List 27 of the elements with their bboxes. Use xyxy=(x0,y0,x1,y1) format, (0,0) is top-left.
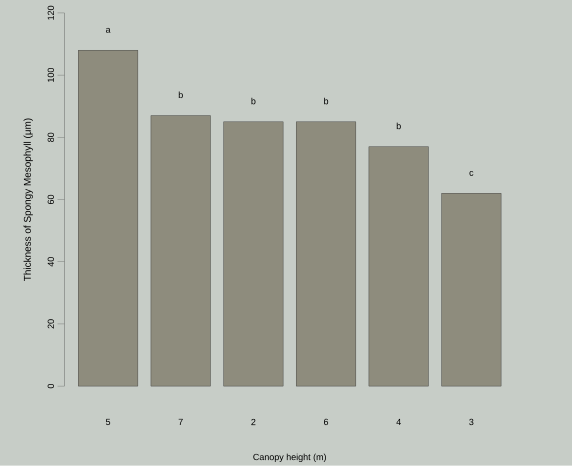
x-tick-label: 7 xyxy=(178,418,183,426)
annotation: c xyxy=(469,171,474,176)
y-tick-label: 100 xyxy=(48,68,54,82)
bar xyxy=(150,115,211,386)
x-tick-label: 6 xyxy=(324,418,328,426)
x-axis-title: Canopy height (m) xyxy=(253,454,326,462)
bar xyxy=(223,122,284,386)
x-tick-label: 4 xyxy=(396,418,401,426)
y-tick-label: 40 xyxy=(48,257,54,267)
x-tick-label: 5 xyxy=(106,418,110,426)
annotation: b xyxy=(251,98,256,104)
x-tick-label: 2 xyxy=(251,418,256,426)
y-tick-label: 80 xyxy=(48,132,54,142)
y-tick-label: 60 xyxy=(48,195,54,204)
annotation: b xyxy=(178,92,183,98)
y-axis-title: Thickness of Spongy Mesophyll (μm) xyxy=(24,118,33,282)
annotation: a xyxy=(106,28,111,33)
bar xyxy=(78,50,138,386)
x-tick-label: 3 xyxy=(469,418,474,426)
annotation: b xyxy=(396,122,401,130)
y-tick-label: 120 xyxy=(48,6,54,20)
y-tick-label: 0 xyxy=(48,384,54,388)
annotation: b xyxy=(324,98,328,104)
bar xyxy=(441,193,502,386)
y-tick-label: 20 xyxy=(48,319,54,329)
bar xyxy=(368,146,429,386)
bar xyxy=(296,122,356,386)
